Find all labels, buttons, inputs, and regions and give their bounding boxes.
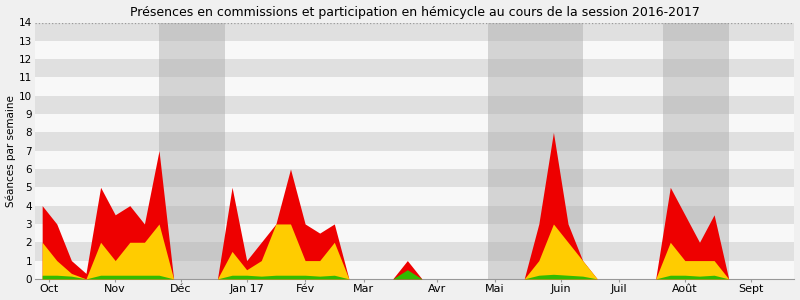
Bar <box>35 224 794 242</box>
Bar <box>35 114 794 132</box>
Bar <box>663 22 729 279</box>
Bar <box>35 96 794 114</box>
Bar <box>524 22 582 279</box>
Y-axis label: Séances par semaine: Séances par semaine <box>6 95 16 207</box>
Bar <box>35 77 794 96</box>
Bar <box>35 187 794 206</box>
Bar <box>35 261 794 279</box>
Bar <box>35 169 794 187</box>
Bar <box>488 22 524 279</box>
Bar <box>35 132 794 151</box>
Bar <box>35 242 794 261</box>
Title: Présences en commissions et participation en hémicycle au cours de la session 20: Présences en commissions et participatio… <box>130 6 699 19</box>
Bar <box>35 41 794 59</box>
Bar <box>35 206 794 224</box>
Bar <box>159 22 225 279</box>
Bar <box>35 59 794 77</box>
Bar <box>35 22 794 41</box>
Bar <box>35 151 794 169</box>
